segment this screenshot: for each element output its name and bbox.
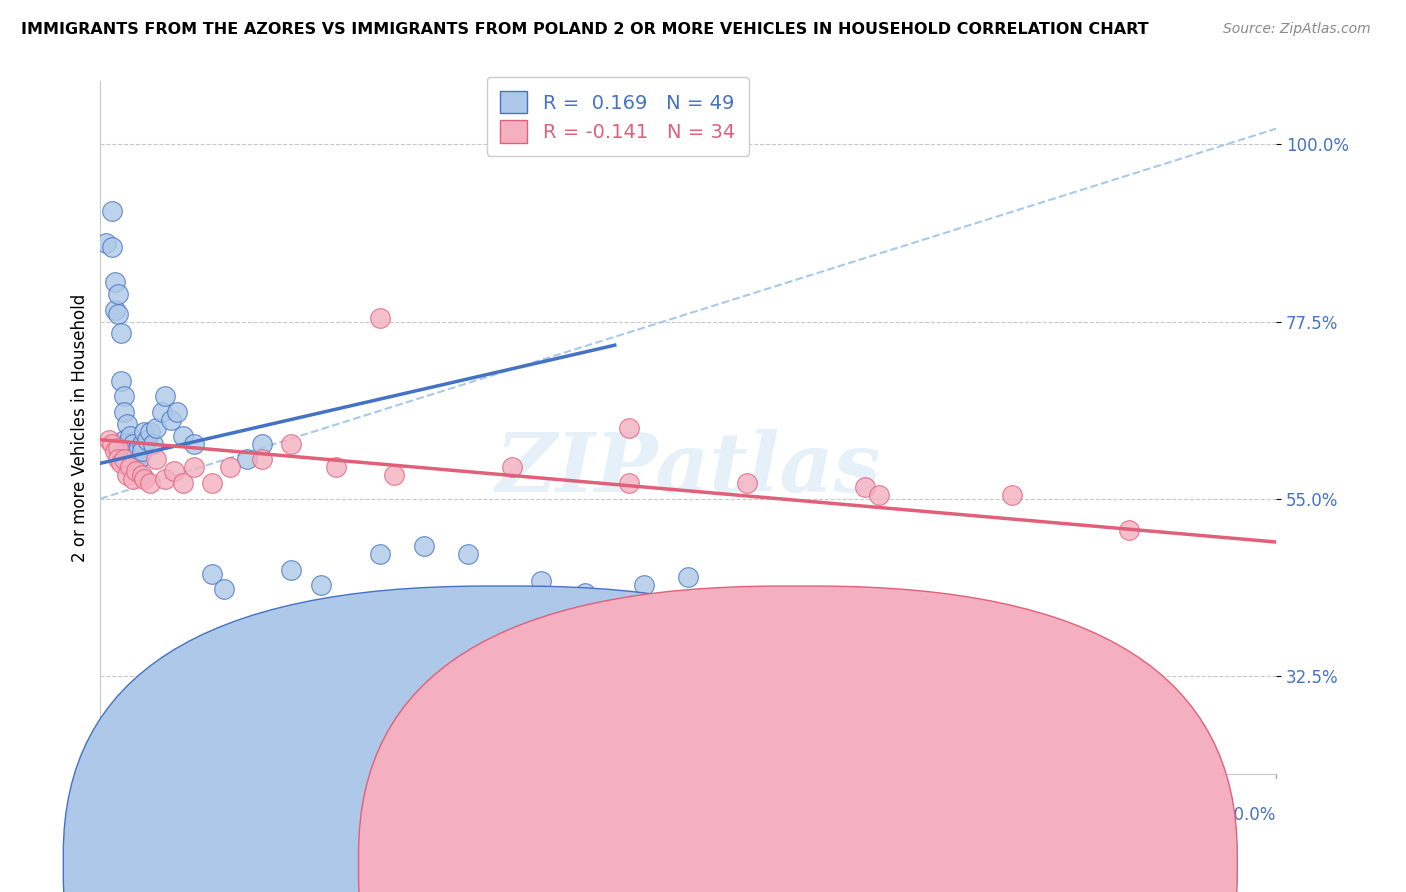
Point (121, 456, 143, 470)
Point (112, 433, 135, 447)
Point (107, 287, 129, 301)
Legend: R =  0.169   N = 49, R = -0.141   N = 34: R = 0.169 N = 49, R = -0.141 N = 34 (486, 78, 749, 156)
Point (368, 310, 391, 325)
Point (619, 421, 641, 435)
Point (142, 436, 165, 450)
Point (118, 428, 141, 442)
Point (101, 240, 124, 254)
Point (153, 472, 176, 486)
Point (112, 452, 135, 467)
Point (124, 460, 146, 475)
Point (139, 475, 162, 490)
Point (118, 460, 141, 475)
Point (172, 475, 194, 490)
Point (112, 405, 135, 419)
Point (153, 389, 176, 403)
Point (101, 204, 124, 219)
Point (115, 468, 138, 483)
Text: Source: ZipAtlas.com: Source: ZipAtlas.com (1223, 22, 1371, 37)
Point (112, 389, 135, 403)
Y-axis label: 2 or more Vehicles in Household: 2 or more Vehicles in Household (72, 293, 89, 562)
Point (128, 452, 150, 467)
Point (163, 464, 186, 478)
Point (412, 539, 434, 553)
Point (139, 425, 162, 439)
Point (501, 661, 523, 675)
Point (110, 456, 132, 470)
Point (382, 468, 405, 483)
Point (1118, 523, 1140, 537)
Point (107, 307, 129, 321)
Text: IMMIGRANTS FROM THE AZORES VS IMMIGRANTS FROM POLAND 2 OR MORE VEHICLES IN HOUSE: IMMIGRANTS FROM THE AZORES VS IMMIGRANTS… (21, 22, 1149, 37)
Point (1000, 488, 1022, 502)
Point (131, 444, 153, 458)
Point (236, 452, 259, 467)
Point (128, 441, 150, 455)
Point (98, 433, 121, 447)
Point (309, 578, 332, 592)
Point (868, 731, 890, 746)
Text: 0.0%: 0.0% (100, 805, 142, 823)
Point (201, 566, 224, 581)
Point (107, 441, 129, 455)
Point (134, 472, 156, 486)
Text: 40.0%: 40.0% (1223, 805, 1277, 823)
Point (574, 586, 596, 600)
Point (107, 452, 129, 467)
Point (218, 460, 240, 475)
Point (183, 436, 205, 450)
Point (676, 570, 699, 584)
Point (124, 464, 146, 478)
Point (121, 436, 143, 450)
Point (104, 444, 127, 458)
Point (368, 547, 391, 561)
Point (868, 488, 890, 502)
Point (325, 460, 347, 475)
Point (172, 428, 194, 442)
Point (183, 460, 205, 475)
Point (150, 405, 173, 419)
Point (166, 405, 188, 419)
Point (457, 547, 479, 561)
Point (619, 475, 641, 490)
Point (131, 436, 153, 450)
Point (250, 436, 273, 450)
Text: Immigrants from Poland: Immigrants from Poland (815, 855, 1026, 872)
Point (134, 425, 156, 439)
Point (118, 452, 141, 467)
Point (124, 444, 146, 458)
Point (96, 235, 118, 250)
Point (501, 460, 523, 475)
Point (280, 563, 302, 577)
Point (530, 574, 553, 589)
Point (250, 452, 273, 467)
Point (131, 468, 153, 483)
Point (212, 582, 235, 597)
Text: Immigrants from the Azores: Immigrants from the Azores (534, 855, 778, 872)
Point (633, 578, 655, 592)
Point (104, 302, 127, 317)
Point (101, 436, 124, 450)
Point (735, 475, 758, 490)
Point (104, 275, 127, 289)
Point (115, 436, 138, 450)
Text: ZIPatlas: ZIPatlas (495, 429, 882, 509)
Point (145, 421, 167, 435)
Point (136, 433, 159, 447)
Point (110, 374, 132, 388)
Point (121, 472, 143, 486)
Point (160, 413, 183, 427)
Point (201, 475, 224, 490)
Point (115, 417, 138, 431)
Point (280, 436, 302, 450)
Point (110, 326, 132, 341)
Point (853, 480, 876, 494)
Point (118, 444, 141, 458)
Point (145, 452, 167, 467)
